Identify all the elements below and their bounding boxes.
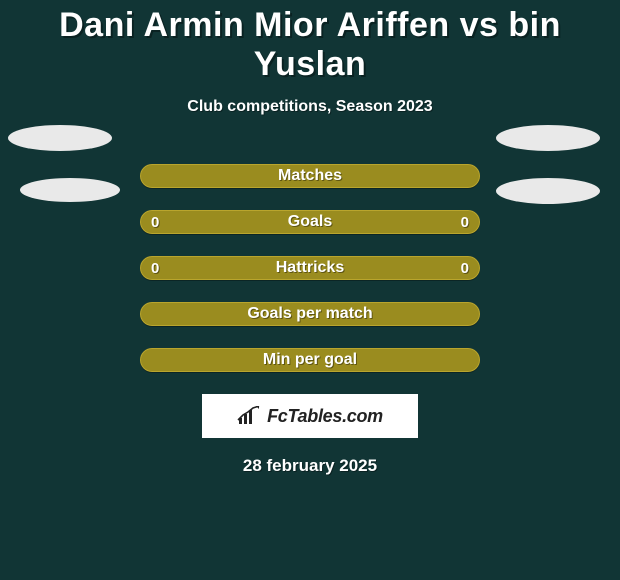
stat-bar-goals: 0 Goals 0 [140, 210, 480, 234]
stat-label: Goals per match [141, 305, 479, 323]
site-logo-text: FcTables.com [267, 406, 383, 427]
stat-row: Min per goal [0, 348, 620, 372]
generated-date: 28 february 2025 [0, 456, 620, 476]
stat-label: Min per goal [141, 351, 479, 369]
stats-list: Matches 0 Goals 0 0 Hattricks 0 Goals pe… [0, 164, 620, 372]
stat-bar-matches: Matches [140, 164, 480, 188]
stat-row: Goals per match [0, 302, 620, 326]
chart-icon [237, 406, 261, 426]
stat-left-value: 0 [151, 214, 165, 231]
player-left-photo-placeholder [8, 125, 112, 151]
site-logo: FcTables.com [202, 394, 418, 438]
page-subtitle: Club competitions, Season 2023 [0, 98, 620, 116]
stat-bar-hattricks: 0 Hattricks 0 [140, 256, 480, 280]
stat-label: Matches [141, 167, 479, 185]
stat-row: 0 Hattricks 0 [0, 256, 620, 280]
stat-left-value: 0 [151, 260, 165, 277]
player-right-photo-placeholder [496, 125, 600, 151]
stat-right-value: 0 [455, 260, 469, 277]
stat-right-value: 0 [455, 214, 469, 231]
stat-label: Goals [141, 213, 479, 231]
stat-bar-goals-per-match: Goals per match [140, 302, 480, 326]
stat-bar-min-per-goal: Min per goal [140, 348, 480, 372]
stat-label: Hattricks [141, 259, 479, 277]
stat-row: Matches [0, 164, 620, 188]
page-title: Dani Armin Mior Ariffen vs bin Yuslan [0, 0, 620, 84]
stat-row: 0 Goals 0 [0, 210, 620, 234]
